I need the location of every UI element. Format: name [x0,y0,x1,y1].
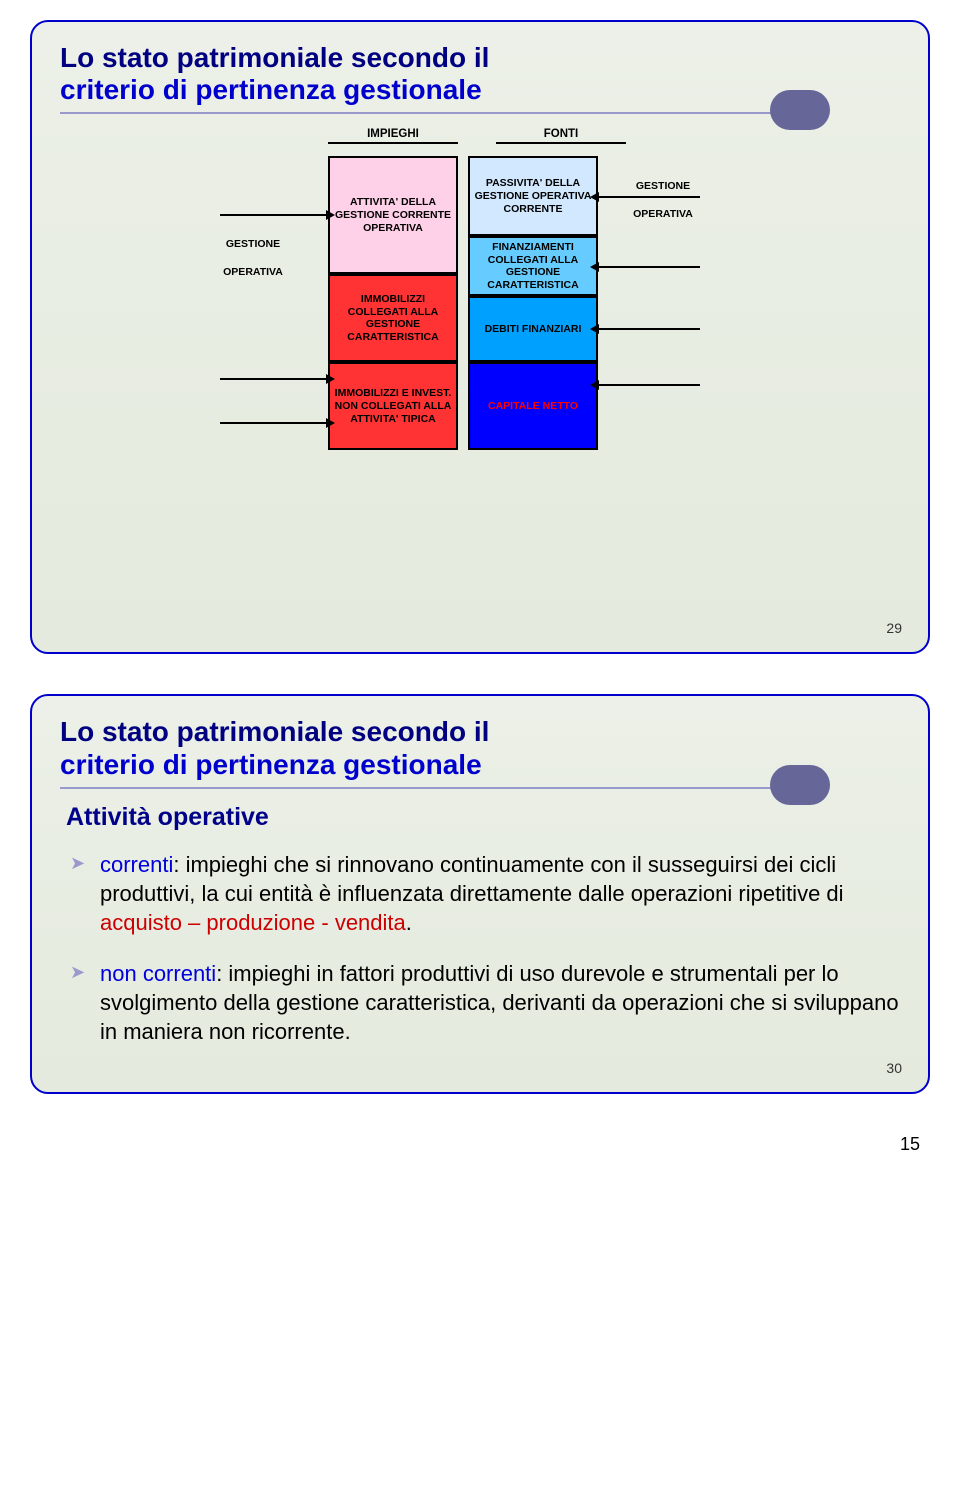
title-pill [770,765,830,805]
slide-number: 29 [886,620,902,636]
section-heading: Attività operative [66,803,900,832]
bullet-body: : impieghi in fattori produttivi di uso … [100,961,899,1044]
bullet-body-tail: . [406,910,412,935]
diagram-box: CAPITALE NETTO [468,362,598,450]
side-label-left: GESTIONEOPERATIVA [208,238,298,279]
bullet-highlight: acquisto – produzione - vendita [100,910,406,935]
arrow-line [220,422,328,424]
title-pill [770,90,830,130]
title-line-1: Lo stato patrimoniale secondo il [60,716,489,747]
diagram-box: ATTIVITA' DELLA GESTIONE CORRENTE OPERAT… [328,156,458,274]
diagram-box: FINANZIAMENTI COLLEGATI ALLA GESTIONE CA… [468,236,598,296]
column-header-left: IMPIEGHI [328,128,458,144]
diagram-box: DEBITI FINANZIARI [468,296,598,362]
balance-diagram: IMPIEGHI FONTI ATTIVITA' DELLA GESTIONE CO… [120,128,740,628]
diagram-box: IMMOBILIZZI E INVEST. NON COLLEGATI ALLA… [328,362,458,450]
arrow-line [598,384,700,386]
arrow-head [326,374,335,384]
arrow-line [220,214,328,216]
bullet-item: correnti: impieghi che si rinnovano cont… [70,850,900,937]
side-label-right: GESTIONEOPERATIVA [618,180,708,221]
slide-29: Lo stato patrimoniale secondo il criteri… [30,20,930,654]
arrow-head [590,324,599,334]
arrow-head [326,418,335,428]
title-line-1: Lo stato patrimoniale secondo il [60,42,489,73]
arrow-line [598,196,700,198]
arrow-line [598,328,700,330]
title-underline [60,787,820,789]
bullet-body: : impieghi che si rinnovano continuament… [100,852,844,906]
bullet-lead: non correnti [100,961,216,986]
arrow-line [220,378,328,380]
title-line-2: criterio di pertinenza gestionale [60,749,482,780]
page-number: 15 [30,1134,930,1155]
title-block: Lo stato patrimoniale secondo il criteri… [60,42,900,114]
title-underline [60,112,820,114]
bullet-list: correnti: impieghi che si rinnovano cont… [60,850,900,1046]
diagram-box: PASSIVITA' DELLA GESTIONE OPERATIVA CORR… [468,156,598,236]
arrow-head [326,210,335,220]
title-line-2: criterio di pertinenza gestionale [60,74,482,105]
bullet-lead: correnti [100,852,173,877]
diagram-box: IMMOBILIZZI COLLEGATI ALLA GESTIONE CARA… [328,274,458,362]
column-header-right: FONTI [496,128,626,144]
column-headers: IMPIEGHI FONTI [328,128,626,144]
title-block: Lo stato patrimoniale secondo il criteri… [60,716,900,788]
arrow-line [598,266,700,268]
slide-number: 30 [886,1060,902,1076]
slide-30: Lo stato patrimoniale secondo il criteri… [30,694,930,1094]
bullet-item: non correnti: impieghi in fattori produt… [70,959,900,1046]
arrow-head [590,380,599,390]
arrow-head [590,262,599,272]
arrow-head [590,192,599,202]
